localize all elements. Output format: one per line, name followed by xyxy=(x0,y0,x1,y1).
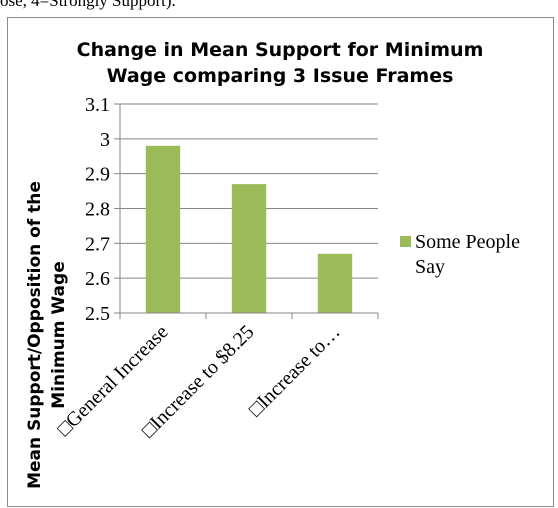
x-tick-label: □Increase to… xyxy=(245,321,345,421)
bar xyxy=(145,145,181,313)
bar xyxy=(231,184,267,313)
chart-frame xyxy=(7,17,554,507)
legend-label-line-1: Some People xyxy=(415,231,520,253)
legend: Some People Say xyxy=(400,231,520,278)
y-tick-label: 2.6 xyxy=(85,268,110,290)
y-axis-label: Mean Support/Opposition of the Minimum W… xyxy=(25,181,69,489)
y-tick-label: 2.8 xyxy=(85,199,110,221)
legend-swatch xyxy=(400,236,411,247)
y-tick-label: 3.1 xyxy=(85,94,110,116)
y-tick-label: 3 xyxy=(100,129,110,151)
y-axis-label-line-2: Minimum Wage xyxy=(49,261,69,408)
legend-label-line-2: Say xyxy=(415,256,445,278)
axes xyxy=(119,104,379,319)
y-tick-labels: 2.5 2.6 2.7 2.8 2.9 3 3.1 xyxy=(85,94,110,325)
y-tick-label: 2.9 xyxy=(85,164,110,186)
chart-title-line-1: Change in Mean Support for Minimum xyxy=(77,39,484,61)
y-tick-label: 2.7 xyxy=(85,233,110,255)
bars xyxy=(145,145,353,313)
chart-title-line-2: Wage comparing 3 Issue Frames xyxy=(107,65,454,87)
bar xyxy=(317,253,353,313)
page-top-text: ose, 4=Strongly Support). xyxy=(0,0,176,10)
x-tick-labels: □General Increase□Increase to $8.25□Incr… xyxy=(53,321,344,442)
y-tick-label: 2.5 xyxy=(85,303,110,325)
y-axis-label-line-1: Mean Support/Opposition of the xyxy=(25,181,45,489)
